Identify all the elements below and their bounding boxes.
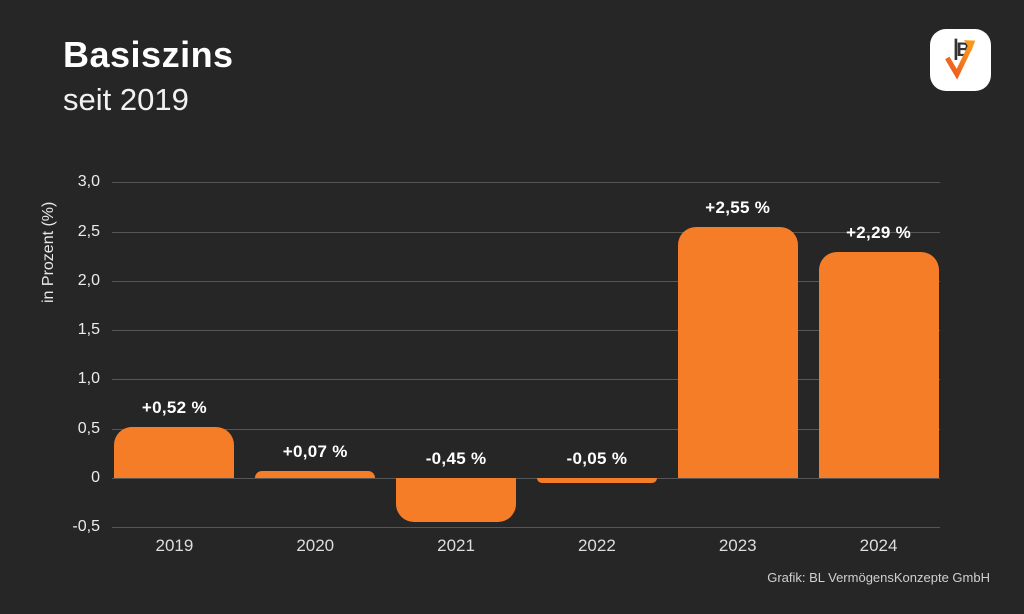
bar-value-label-2020: +0,07 %	[282, 442, 348, 462]
bar-value-label-2019: +0,52 %	[141, 397, 207, 417]
x-tick-label-2020: 2020	[296, 536, 335, 555]
bl-monogram-arrow-icon: B	[945, 38, 976, 80]
bar-2023	[677, 226, 798, 478]
bar-2020	[255, 471, 376, 478]
page-subtitle: seit 2019	[63, 82, 189, 117]
y-tick-label--0,5: -0,5	[72, 518, 100, 536]
x-tick-label-2022: 2022	[577, 536, 616, 555]
page-title: Basiszins	[63, 34, 234, 75]
bar-value-label-2022: -0,05 %	[566, 449, 628, 468]
company-logo: B	[930, 29, 991, 91]
y-tick-label-2,5: 2,5	[77, 222, 100, 240]
y-tick-label-1,5: 1,5	[77, 321, 100, 339]
bar-2024	[818, 252, 939, 478]
bar-value-label-2023: +2,55 %	[705, 197, 771, 217]
gridline-2,0	[112, 280, 940, 282]
x-tick-label-2021: 2021	[437, 536, 475, 555]
gridline-3,0	[112, 182, 940, 184]
attribution-text: Grafik: BL VermögensKonzepte GmbH	[767, 570, 990, 585]
y-tick-label-1,0: 1,0	[77, 370, 100, 388]
x-tick-label-2019: 2019	[155, 536, 194, 555]
y-tick-label-2,0: 2,0	[77, 271, 100, 289]
bar-2021	[396, 478, 517, 523]
gridline-2,5	[112, 231, 940, 233]
gridline--0,5	[112, 527, 940, 529]
gridline-1,0	[112, 379, 940, 381]
x-tick-label-2023: 2023	[718, 536, 757, 555]
y-tick-label-0,5: 0,5	[77, 419, 100, 437]
bar-value-label-2024: +2,29 %	[846, 223, 912, 243]
gridline-0	[112, 478, 940, 479]
y-tick-label-3,0: 3,0	[77, 173, 100, 191]
bar-2019	[114, 426, 235, 478]
bar-value-label-2021: -0,45 %	[425, 449, 487, 468]
gridline-0,5	[112, 428, 940, 430]
y-tick-label-0: 0	[91, 469, 100, 486]
x-tick-label-2024: 2024	[859, 536, 898, 555]
bar-2022	[536, 478, 657, 483]
gridline-1,5	[112, 330, 940, 332]
